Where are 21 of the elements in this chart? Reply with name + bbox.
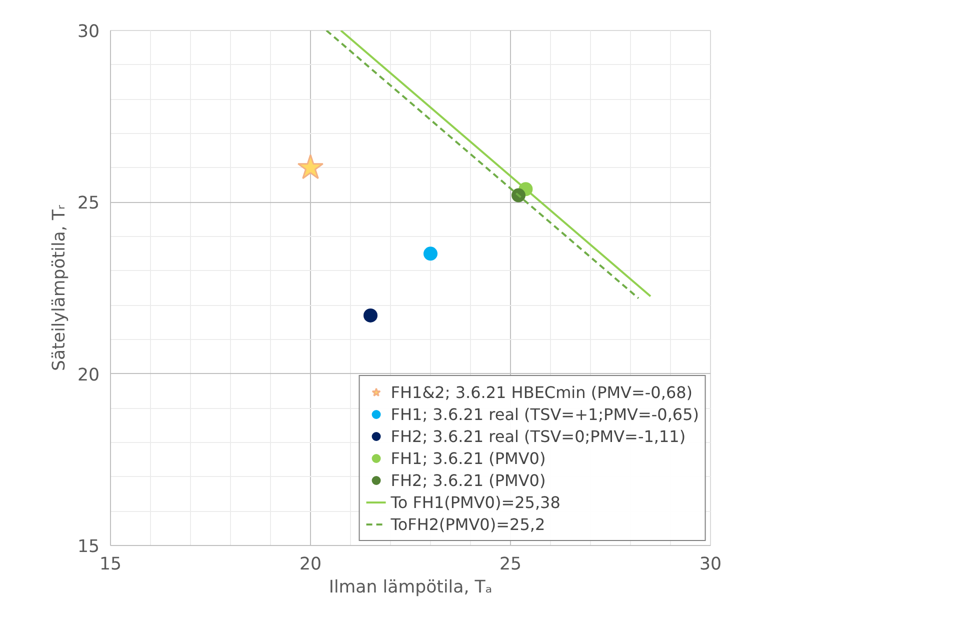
y-tick-label: 25: [77, 194, 100, 214]
legend-label: FH1&2; 3.6.21 HBECmin (PMV=-0,68): [390, 382, 693, 402]
legend-label: ToFH2(PMV0)=25,2: [390, 514, 546, 534]
legend-label: FH1; 3.6.21 real (TSV=+1;PMV=-0,65): [390, 404, 699, 424]
y-axis-title: Säteilylämpötila, Tᵣ: [49, 204, 70, 371]
x-tick-label: 30: [699, 554, 722, 574]
y-tick-label: 30: [77, 22, 100, 42]
y-tick-label: 20: [77, 365, 100, 386]
legend-label: To FH1(PMV0)=25,38: [390, 492, 560, 512]
legend-label: FH1; 3.6.21 (PMV0): [390, 448, 546, 468]
x-tick-label: 15: [99, 554, 122, 574]
point: [297, 154, 324, 180]
legend-label: FH2; 3.6.21 (PMV0): [390, 470, 546, 490]
x-tick-label: 25: [499, 554, 522, 574]
x-tick-label: 20: [299, 554, 322, 574]
point: [424, 246, 438, 261]
legend-label: FH2; 3.6.21 real (TSV=0;PMV=-1,11): [390, 426, 686, 446]
point: [364, 308, 378, 322]
y-tick-label: 15: [77, 537, 100, 557]
point: [512, 188, 526, 202]
x-axis-title: Ilman lämpötila, Tₐ: [328, 578, 492, 598]
